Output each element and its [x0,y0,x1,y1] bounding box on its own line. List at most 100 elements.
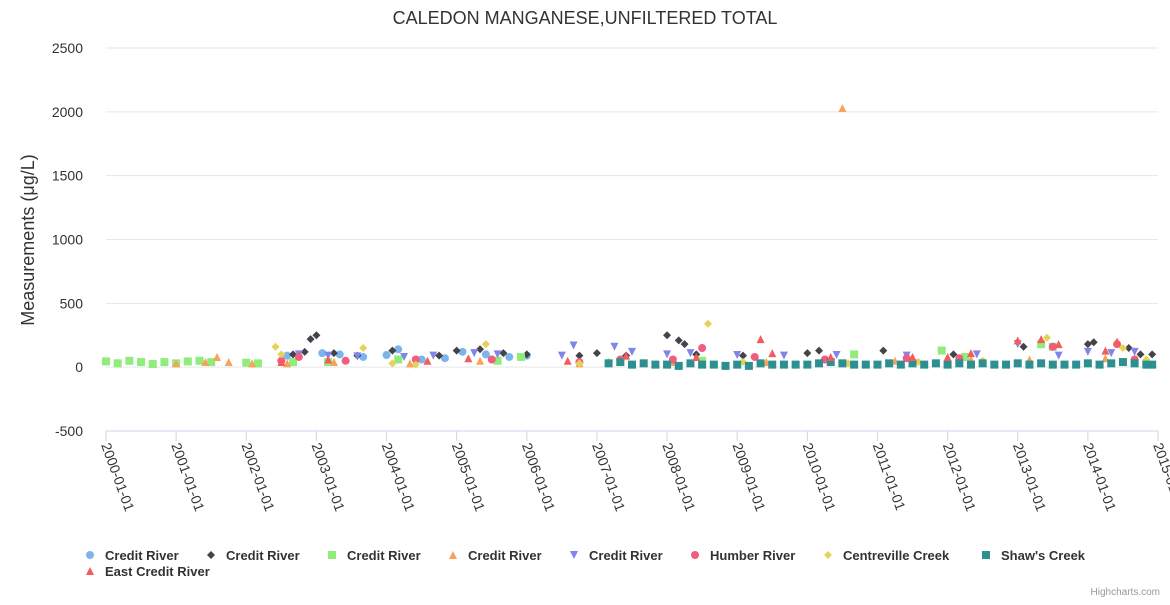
data-point[interactable] [476,345,485,354]
data-point[interactable] [966,360,975,369]
data-point[interactable] [937,346,946,355]
data-point[interactable] [183,357,192,366]
data-point[interactable] [803,360,812,369]
data-point[interactable] [1101,346,1110,355]
data-point[interactable] [1118,344,1127,353]
data-point[interactable] [674,361,683,370]
data-point[interactable] [417,355,426,364]
data-point[interactable] [756,335,765,344]
data-point[interactable] [943,352,952,361]
data-point[interactable] [768,349,777,358]
data-point[interactable] [651,360,660,369]
data-point[interactable] [353,352,362,361]
data-point[interactable] [201,358,210,367]
legend-item[interactable]: Credit River [570,548,663,563]
data-point[interactable] [692,352,701,361]
data-point[interactable] [1142,360,1151,369]
data-point[interactable] [686,359,695,368]
data-point[interactable] [137,358,146,367]
legend-item[interactable]: Credit River [449,548,542,563]
data-point[interactable] [610,342,619,351]
data-point[interactable] [943,360,952,369]
data-point[interactable] [908,352,917,361]
data-point[interactable] [283,351,292,360]
data-point[interactable] [575,351,584,360]
data-point[interactable] [411,355,420,364]
data-point[interactable] [271,342,280,351]
data-point[interactable] [949,350,958,359]
data-point[interactable] [838,104,847,113]
data-point[interactable] [481,350,490,359]
data-point[interactable] [499,349,508,358]
data-point[interactable] [815,359,824,368]
data-point[interactable] [283,359,292,368]
data-point[interactable] [1048,342,1057,351]
data-point[interactable] [972,350,981,359]
data-point[interactable] [1037,340,1046,349]
series-8-points[interactable] [277,335,1122,367]
data-point[interactable] [1013,359,1022,368]
data-point[interactable] [300,347,309,356]
data-point[interactable] [1095,360,1104,369]
credits-link[interactable]: Highcharts.com [1091,587,1160,598]
data-point[interactable] [1083,347,1092,356]
data-point[interactable] [1148,350,1157,359]
legend[interactable]: Credit River Credit River Credit River Cred… [86,548,1086,579]
series-1-points[interactable] [289,331,1157,360]
data-point[interactable] [628,347,636,356]
data-point[interactable] [1042,333,1051,342]
data-point[interactable] [435,351,444,360]
data-point[interactable] [213,352,222,361]
data-point[interactable] [674,336,683,345]
data-point[interactable] [1037,335,1046,344]
data-point[interactable] [289,358,298,367]
series-3-points[interactable] [172,104,1110,368]
data-point[interactable] [405,359,414,368]
data-point[interactable] [440,354,449,363]
data-point[interactable] [1037,359,1046,368]
data-point[interactable] [476,356,485,365]
data-point[interactable] [750,352,759,361]
data-point[interactable] [604,359,613,368]
data-point[interactable] [394,345,403,354]
data-point[interactable] [873,360,882,369]
data-point[interactable] [779,360,788,369]
data-point[interactable] [1118,358,1127,367]
data-point[interactable] [318,349,327,358]
legend-item[interactable]: Credit River [86,548,179,563]
data-point[interactable] [663,331,672,340]
data-point[interactable] [961,352,970,361]
legend-item[interactable]: Centreville Creek [824,548,950,563]
data-point[interactable] [557,351,566,360]
data-point[interactable] [744,361,753,370]
data-point[interactable] [242,358,251,367]
data-point[interactable] [803,349,812,358]
data-point[interactable] [1124,344,1133,353]
data-point[interactable] [411,360,420,369]
data-point[interactable] [388,359,397,368]
data-point[interactable] [452,346,461,355]
legend-item[interactable]: East Credit River [86,564,210,579]
data-point[interactable] [160,358,169,367]
data-point[interactable] [394,355,403,364]
data-point[interactable] [1130,359,1139,368]
data-point[interactable] [622,351,631,360]
data-point[interactable] [1107,349,1116,358]
data-point[interactable] [1107,359,1116,368]
data-point[interactable] [1089,338,1098,347]
plot-points[interactable] [102,104,1157,370]
data-point[interactable] [815,346,824,355]
data-point[interactable] [966,349,975,358]
data-point[interactable] [733,351,742,360]
data-point[interactable] [885,359,894,368]
data-point[interactable] [1054,340,1063,349]
data-point[interactable] [896,360,905,369]
data-point[interactable] [423,356,432,365]
data-point[interactable] [382,351,391,360]
data-point[interactable] [850,350,859,359]
data-point[interactable] [1060,360,1069,369]
data-point[interactable] [592,349,601,358]
series-7-points[interactable] [604,358,1157,370]
data-point[interactable] [359,352,368,361]
data-point[interactable] [458,347,467,356]
